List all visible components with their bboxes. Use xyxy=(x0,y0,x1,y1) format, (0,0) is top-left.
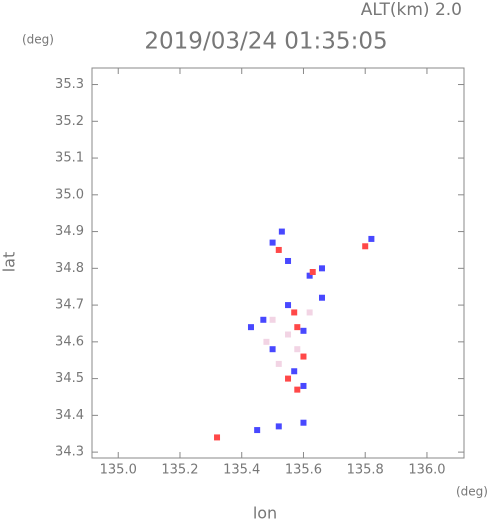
y-tick-label: 35.1 xyxy=(55,151,84,166)
x-axis-label: lon xyxy=(253,504,277,521)
echo-point xyxy=(214,434,221,441)
x-tick-label: 135.4 xyxy=(223,463,260,478)
echo-point xyxy=(294,346,301,353)
x-unit: (deg) xyxy=(456,485,488,499)
x-tick-label: 135.6 xyxy=(285,463,322,478)
y-tick-label: 34.8 xyxy=(55,261,84,276)
echo-point xyxy=(285,331,292,338)
y-tick-label: 34.4 xyxy=(55,408,84,423)
chart-title: 2019/03/24 01:35:05 xyxy=(144,29,387,55)
y-tick-label: 34.7 xyxy=(55,298,84,313)
echo-point xyxy=(269,239,276,246)
echo-point xyxy=(300,419,307,426)
echo-point xyxy=(300,382,307,389)
echo-point xyxy=(309,269,316,276)
echo-point xyxy=(294,324,301,331)
altitude-label: ALT(km) 2.0 xyxy=(361,0,462,20)
y-tick-label: 34.5 xyxy=(55,371,84,386)
echo-point xyxy=(260,316,267,323)
x-tick-label: 136.0 xyxy=(408,463,445,478)
y-tick-label: 35.0 xyxy=(55,187,84,202)
echo-point xyxy=(278,228,285,235)
y-axis-label: lat xyxy=(0,252,19,273)
y-tick-label: 34.9 xyxy=(55,224,84,239)
echo-point xyxy=(247,324,254,331)
echo-point xyxy=(285,257,292,264)
echo-point xyxy=(368,235,375,242)
echo-point xyxy=(285,375,292,382)
y-tick-label: 34.3 xyxy=(55,445,84,460)
echo-point xyxy=(275,360,282,367)
echo-point xyxy=(291,309,298,316)
echo-point xyxy=(269,346,276,353)
echo-point xyxy=(306,272,313,279)
echo-point xyxy=(254,427,261,434)
x-tick-label: 135.2 xyxy=(161,463,198,478)
x-tick-label: 135.8 xyxy=(347,463,384,478)
echo-point xyxy=(362,243,369,250)
echo-point xyxy=(294,386,301,393)
echo-point xyxy=(300,353,307,360)
y-unit: (deg) xyxy=(22,33,54,47)
y-tick-label: 34.6 xyxy=(55,334,84,349)
echo-point xyxy=(318,265,325,272)
x-tick-label: 135.0 xyxy=(100,463,137,478)
echo-point xyxy=(263,338,270,345)
echo-point xyxy=(275,423,282,430)
echo-point xyxy=(291,368,298,375)
echo-point xyxy=(300,327,307,334)
echo-point xyxy=(285,302,292,309)
echo-point xyxy=(318,294,325,301)
y-tick-label: 35.3 xyxy=(55,77,84,92)
echo-point xyxy=(269,316,276,323)
echo-point xyxy=(306,309,313,316)
echo-point xyxy=(275,246,282,253)
y-tick-label: 35.2 xyxy=(55,114,84,129)
plot-frame xyxy=(91,67,465,459)
